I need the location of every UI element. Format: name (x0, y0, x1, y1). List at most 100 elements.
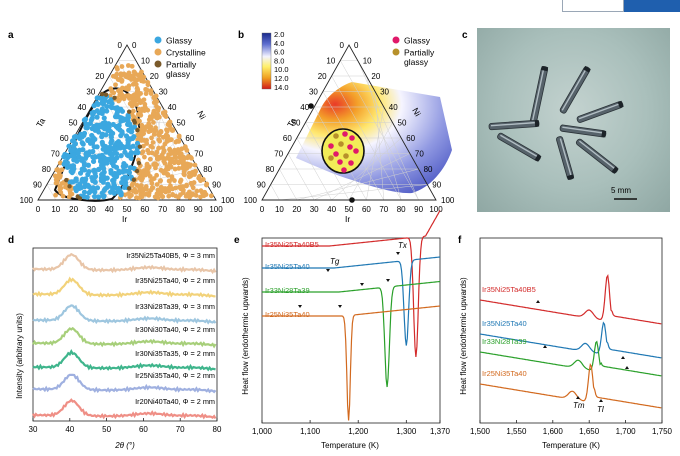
tick-label-ir: 70 (379, 205, 388, 214)
crystalline-point (56, 169, 62, 175)
dsc-melting: 1,500 1,550 1,600 1,650 1,700 1,750 Ir35Ni25Ta… (470, 237, 673, 436)
tick-label-ir: 40 (105, 205, 114, 214)
tick-label-ta: 100 (20, 196, 34, 205)
glassy-point (102, 157, 108, 163)
glassy-point (103, 132, 109, 138)
dsc-series-label-e: Ir35Ni25Ta40 (265, 262, 310, 271)
tick-label-ta: 40 (300, 103, 309, 112)
crystalline-point (151, 176, 157, 181)
crystalline-point (136, 106, 142, 112)
crystalline-point (57, 174, 63, 180)
glassy-point (109, 154, 115, 161)
crystalline-point (148, 143, 154, 149)
crystalline-point (148, 124, 154, 130)
partially-glassy-point (64, 177, 69, 183)
glassy-point (111, 180, 117, 187)
glassy-point (118, 153, 124, 159)
partially-glassy-point (136, 160, 142, 166)
tick-label-ni: 90 (212, 181, 221, 190)
glass-rod (529, 65, 549, 124)
tl-label: Tl (597, 405, 604, 414)
glassy-point (91, 193, 98, 200)
composition-point-b (341, 167, 347, 173)
tm-label: Tm (573, 401, 585, 410)
partially-glassy-point (134, 168, 140, 174)
crystalline-point (130, 97, 136, 102)
axes-frame-e (261, 237, 441, 424)
dsc-series-label-e: Ir33Ni28Ta39 (265, 286, 310, 295)
crystalline-point (133, 189, 139, 195)
arrow-marker (599, 399, 603, 402)
partially-glassy-point (131, 118, 137, 123)
crystalline-point (167, 146, 173, 152)
crystalline-point (121, 96, 127, 102)
tick-label-ta: 0 (118, 41, 123, 50)
crystalline-point (126, 93, 131, 98)
glassy-point (99, 134, 105, 140)
glassy-point (96, 194, 102, 200)
axis-label-ir-b: Ir (345, 214, 350, 224)
crystalline-point (139, 138, 144, 143)
xrd-sample-label: Ir30Ni30Ta40, Φ = 2 mm (135, 325, 215, 334)
crystalline-point (168, 151, 174, 157)
composition-point-b (342, 131, 348, 137)
triangle-outline (261, 44, 437, 201)
glassy-point (124, 152, 130, 158)
x-tick-label-e: 1,100 (300, 427, 321, 436)
crystalline-point (188, 155, 194, 160)
glassy-point (64, 152, 70, 159)
crystalline-point (132, 69, 137, 75)
tick-label-ni: 60 (406, 134, 415, 143)
panel-label-e: e (234, 235, 240, 246)
xrd-curve (32, 252, 217, 275)
dsc-series-label-f: Ir25Ni35Ta40 (482, 369, 527, 378)
partially-glassy-point (67, 184, 72, 189)
grid-line (287, 153, 315, 201)
dsc-series-label-e: Ir35Ni25Ta40B5 (265, 240, 319, 249)
glassy-point (75, 150, 81, 156)
composition-point-b (333, 133, 339, 139)
crystalline-point (129, 63, 135, 69)
crystalline-point (134, 102, 139, 107)
xrd-curve (32, 373, 217, 394)
crystalline-point (171, 160, 177, 166)
tick-label-ni: 70 (194, 150, 203, 159)
axes-frame-d (32, 247, 218, 422)
dsc-series-label-f: Ir35Ni25Ta40 (482, 319, 527, 328)
crystalline-point (130, 108, 136, 114)
crystalline-point (147, 173, 153, 179)
legend-marker-partially (154, 60, 162, 68)
glassy-point (73, 176, 79, 182)
tick-label-ni: 90 (432, 181, 441, 190)
crystalline-point (52, 173, 58, 179)
crystalline-point (156, 132, 161, 137)
crystalline-point (166, 193, 172, 199)
crystalline-point (142, 154, 147, 160)
glassy-point (95, 101, 101, 107)
crystalline-point (137, 195, 142, 201)
glassy-point (79, 166, 85, 172)
glassy-point (125, 142, 131, 148)
glassy-point (74, 158, 80, 164)
glassy-point (98, 175, 104, 181)
tick-label-ta: 100 (244, 196, 258, 205)
crystalline-point (140, 175, 145, 181)
partially-glassy-point (126, 109, 132, 114)
legend-b: Glassy Partially glassy (392, 36, 435, 67)
x-tick-label-f: 1,700 (616, 427, 637, 436)
crystalline-point (165, 172, 171, 177)
dsc-curve-e (262, 280, 441, 388)
composition-point-b (347, 144, 353, 150)
crystalline-point (151, 100, 157, 105)
glassy-point (81, 189, 88, 195)
crystalline-point (155, 195, 161, 201)
crystalline-point (53, 180, 59, 186)
xrd-curve (32, 398, 217, 420)
tg-label: Tg (330, 257, 340, 266)
colorbar-tick-label: 14.0 (274, 83, 289, 92)
crystalline-point (138, 99, 144, 105)
crystalline-point (180, 165, 186, 171)
glassy-point (92, 179, 98, 185)
composition-points-a (52, 63, 214, 201)
crystalline-point (119, 79, 125, 84)
